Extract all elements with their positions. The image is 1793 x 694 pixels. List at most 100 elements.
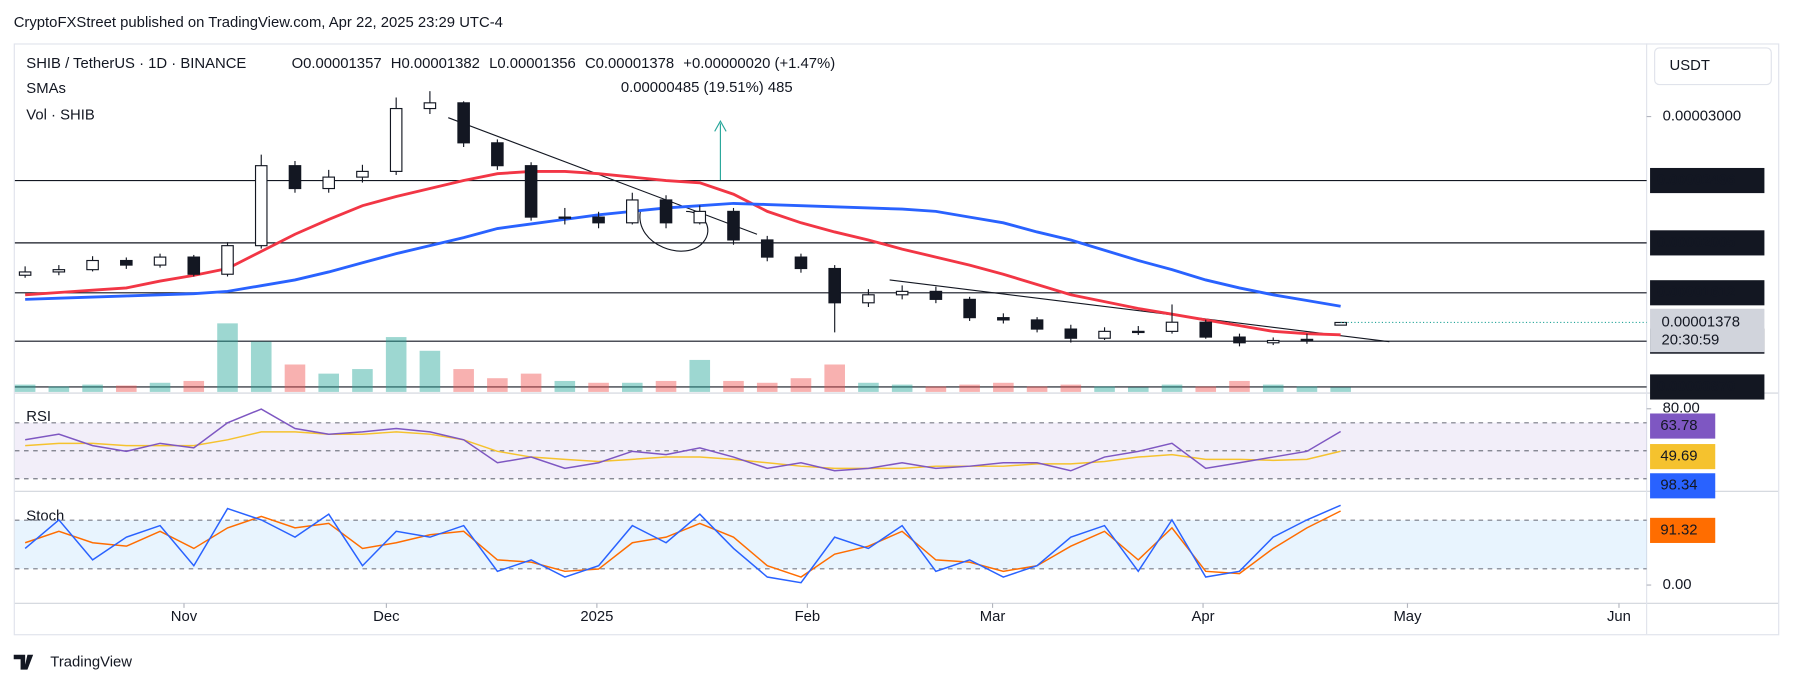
candle-body (457, 102, 470, 144)
candle-body (828, 267, 841, 304)
volume-bar (1262, 384, 1284, 392)
y-tick-label: 0.00003000 (1663, 108, 1741, 124)
trend-line (889, 279, 1390, 343)
publisher: CryptoFXStreet published on TradingView.… (14, 15, 503, 31)
candle-body (1030, 319, 1044, 330)
rsi-line (25, 408, 1342, 472)
volume-bar (858, 382, 879, 392)
stoch-k-value-box (1650, 473, 1716, 499)
stoch-k-value: 98.34 (1660, 478, 1697, 494)
ohlc-value: +0.00000020 (+1.47%) (683, 56, 835, 72)
volume-bar (149, 382, 171, 392)
symbol-title: SHIB / TetherUS · 1D · BINANCE (26, 56, 246, 72)
candle-body (524, 165, 538, 218)
candle-body (491, 142, 504, 167)
candle-body (1165, 321, 1179, 332)
candle-body (760, 239, 774, 258)
currency[interactable]: USDT (1670, 58, 1710, 74)
last-price-label: 0.00001378 (1661, 314, 1739, 330)
ohlc-value: H0.00001382 (391, 56, 480, 72)
tradingview-logo: TradingView (13, 654, 132, 671)
candle-body (1266, 339, 1280, 344)
level-label: 0.00002005 (1657, 235, 1735, 251)
rsi-value: 63.78 (1660, 418, 1697, 434)
volume-bar (554, 380, 576, 392)
candle-body (322, 176, 335, 190)
candle-body (592, 216, 605, 224)
level-label-box (1650, 230, 1765, 256)
level-label: 0.00002496 (1657, 172, 1735, 188)
volume-bar (48, 386, 70, 392)
candle-body (52, 269, 66, 273)
volume-bar (419, 350, 441, 392)
candle-body (423, 102, 437, 110)
candle-body (1300, 338, 1314, 342)
currency-button[interactable] (1654, 47, 1772, 86)
candle-body (356, 170, 369, 178)
x-tick-label: May (1393, 609, 1422, 625)
volume-bar (790, 378, 812, 392)
logo-mark (13, 654, 34, 670)
last-price-box (1650, 308, 1765, 353)
rsi-ma-value: 49.69 (1660, 449, 1697, 465)
volume-bar (1026, 386, 1048, 392)
x-tick-label: Feb (795, 609, 821, 625)
indicator-label: Vol · SHIB (26, 107, 95, 123)
level-label-box (1650, 374, 1765, 400)
volume-bar (925, 386, 947, 392)
x-tick-label: Apr (1191, 609, 1214, 625)
candle-body (221, 245, 234, 275)
sma-line (25, 169, 1341, 337)
volume-bar (622, 382, 643, 392)
x-tick-label: Nov (171, 609, 198, 625)
volume-bar (756, 382, 778, 392)
measure-arrow (714, 119, 727, 181)
candle-body (929, 290, 943, 300)
frame (13, 43, 1780, 636)
brand: TradingView (50, 655, 132, 671)
y-tick-label: 80.00 (1663, 401, 1700, 417)
rsi-label: RSI (26, 409, 51, 425)
rsi-ma-line (25, 431, 1341, 470)
volume-bar (116, 385, 137, 392)
sma-line (25, 201, 1341, 308)
measure-annotation: 0.00000485 (19.51%) 485 (621, 80, 793, 96)
volume-bar (824, 364, 845, 392)
volume-bar (959, 384, 980, 392)
candle-body (693, 210, 707, 224)
candle-body (997, 317, 1010, 321)
volume-bar (1296, 386, 1318, 392)
volume-bar (689, 359, 711, 392)
stoch-k-line (24, 504, 1341, 584)
candle-body (727, 210, 740, 241)
rsi-value-box (1650, 413, 1716, 439)
level-label: 0.00000870 (1657, 379, 1735, 395)
volume-bar (1195, 386, 1217, 392)
candle-body (963, 298, 976, 319)
level-label-box (1650, 167, 1765, 194)
stoch-d-value: 91.32 (1660, 522, 1697, 538)
candle-body (389, 107, 403, 172)
candle-body (1131, 330, 1145, 334)
stoch-band (14, 520, 1647, 569)
volume-bar (352, 369, 373, 392)
stoch-d-line (24, 510, 1341, 578)
candle-body (659, 199, 673, 224)
ohlc-value: C0.00001378 (585, 56, 674, 72)
volume-bar (250, 341, 272, 392)
ohlc-value: L0.00001356 (489, 56, 576, 72)
rsi-ma-value-box (1650, 444, 1716, 470)
y-tick-label: 0.00 (1663, 577, 1692, 593)
candle-body (558, 216, 572, 219)
candle-body (254, 165, 268, 247)
candle-body (288, 165, 302, 190)
volume-bar (1229, 380, 1250, 392)
indicator-label: SMAs (26, 81, 66, 97)
volume-bar (284, 364, 306, 392)
volume-bar (487, 378, 508, 392)
volume-bar (588, 382, 609, 392)
candle-body (626, 199, 639, 224)
candle-body (120, 259, 133, 266)
